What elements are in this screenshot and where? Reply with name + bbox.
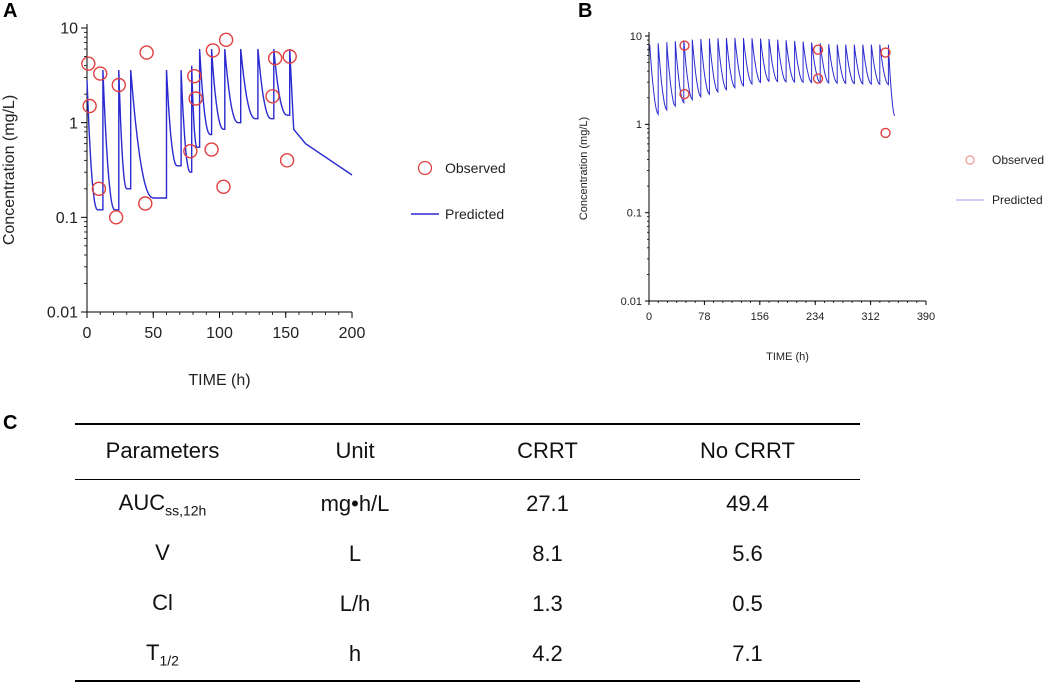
- table-header-row: Parameters Unit CRRT No CRRT: [75, 424, 860, 480]
- row-no-crrt: 7.1: [732, 641, 763, 666]
- observed-point: [81, 56, 96, 71]
- param-name: Cl: [152, 589, 173, 615]
- row-crrt: 1.3: [532, 591, 563, 616]
- row-param: V: [75, 529, 250, 579]
- table-row: V L 8.1 5.6: [75, 529, 860, 579]
- table-row: T1/2 h 4.2 7.1: [75, 629, 860, 679]
- observed-point: [265, 89, 280, 104]
- observed-point: [188, 91, 203, 106]
- row-no-crrt: 5.6: [732, 541, 763, 566]
- x-tick-label: 100: [206, 325, 233, 342]
- x-tick-label: 0: [646, 311, 652, 323]
- x-tick-label: 150: [272, 325, 299, 342]
- row-unit: L/h: [339, 591, 371, 616]
- param-subscript: 1/2: [159, 652, 179, 669]
- observed-point: [91, 181, 107, 197]
- param-name: AUC: [118, 490, 166, 516]
- x-tick-label: 50: [144, 325, 162, 342]
- panel-label-b: B: [578, 0, 593, 22]
- legend-observed-label: Observed: [445, 160, 506, 176]
- observed-point: [218, 32, 234, 48]
- row-unit: h: [348, 641, 362, 666]
- parameters-table: Parameters Unit CRRT No CRRT AUCss,12h m…: [75, 424, 860, 679]
- observed-point: [216, 179, 231, 195]
- x-tick-label: 156: [751, 311, 769, 323]
- observed-point: [82, 98, 97, 114]
- predicted-line: [649, 37, 896, 117]
- legend-predicted-label: Predicted: [445, 206, 504, 222]
- observed-point: [204, 142, 219, 157]
- x-axis-label: TIME (h): [766, 351, 809, 363]
- row-unit: mg•h/L: [320, 491, 390, 517]
- x-tick-label: 78: [698, 311, 710, 323]
- y-axis-label: Concentration (mg/L): [1, 95, 18, 245]
- y-tick-label: 0.1: [56, 210, 78, 227]
- observed-point: [812, 73, 824, 84]
- row-param: T1/2: [75, 629, 250, 679]
- observed-point: [880, 127, 891, 139]
- legend-predicted-label: Predicted: [992, 193, 1043, 207]
- observed-point: [679, 40, 690, 51]
- y-tick-label: 10: [630, 31, 642, 43]
- row-param: AUCss,12h: [75, 479, 250, 529]
- y-tick-label: 0.01: [621, 296, 642, 308]
- row-crrt: 4.2: [532, 641, 563, 666]
- observed-point: [279, 153, 295, 168]
- observed-point: [205, 43, 221, 58]
- header-unit: Unit: [250, 424, 460, 480]
- observed-point: [93, 66, 108, 81]
- observed-point: [880, 47, 891, 58]
- header-no-crrt: No CRRT: [635, 424, 860, 480]
- observed-point: [679, 88, 690, 100]
- row-crrt: 8.1: [532, 541, 563, 566]
- legend-observed-label: Observed: [992, 153, 1044, 167]
- x-tick-label: 234: [806, 311, 824, 323]
- x-tick-label: 200: [339, 325, 366, 342]
- row-crrt: 27.1: [526, 491, 569, 517]
- y-tick-label: 0.1: [627, 208, 642, 220]
- row-no-crrt: 0.5: [732, 591, 763, 616]
- observed-point: [183, 143, 198, 159]
- observed-point: [111, 77, 127, 93]
- panel-label-c: C: [3, 412, 18, 434]
- observed-point: [812, 44, 824, 55]
- observed-point: [139, 45, 154, 60]
- row-unit: L: [348, 541, 362, 566]
- observed-point: [138, 196, 153, 211]
- x-axis-label: TIME (h): [188, 372, 250, 389]
- observed-point: [108, 210, 124, 225]
- x-tick-label: 390: [917, 311, 935, 323]
- x-tick-label: 312: [861, 311, 879, 323]
- predicted-line: [86, 48, 353, 211]
- table-row: Cl L/h 1.3 0.5: [75, 579, 860, 629]
- row-param: Cl: [75, 579, 250, 629]
- chart-b: 0.01 0.1 1 10 0 78 156 234 312 390 TIME (h) Concent…: [578, 31, 1044, 363]
- header-crrt: CRRT: [460, 424, 635, 480]
- param-subscript: ss,12h: [165, 502, 207, 519]
- table-row: AUCss,12h mg•h/L 27.1 49.4: [75, 479, 860, 529]
- y-tick-label: 10: [60, 21, 78, 38]
- table-bottom-rule: [75, 680, 860, 682]
- observed-point: [187, 68, 202, 84]
- observed-point: [282, 49, 297, 64]
- y-tick-label: 1: [636, 119, 642, 131]
- param-name: V: [155, 539, 170, 565]
- legend-observed-marker: [965, 155, 975, 165]
- row-no-crrt: 49.4: [726, 491, 769, 517]
- observed-point: [267, 50, 283, 66]
- header-parameters: Parameters: [75, 424, 250, 480]
- legend-observed-marker: [417, 160, 433, 176]
- y-axis-label: Concentration (mg/L): [578, 117, 590, 220]
- y-tick-label: 0.01: [47, 305, 78, 322]
- param-name: T: [146, 639, 160, 665]
- panel-label-a: A: [3, 0, 18, 22]
- x-tick-label: 0: [83, 325, 92, 342]
- y-tick-label: 1: [69, 115, 78, 132]
